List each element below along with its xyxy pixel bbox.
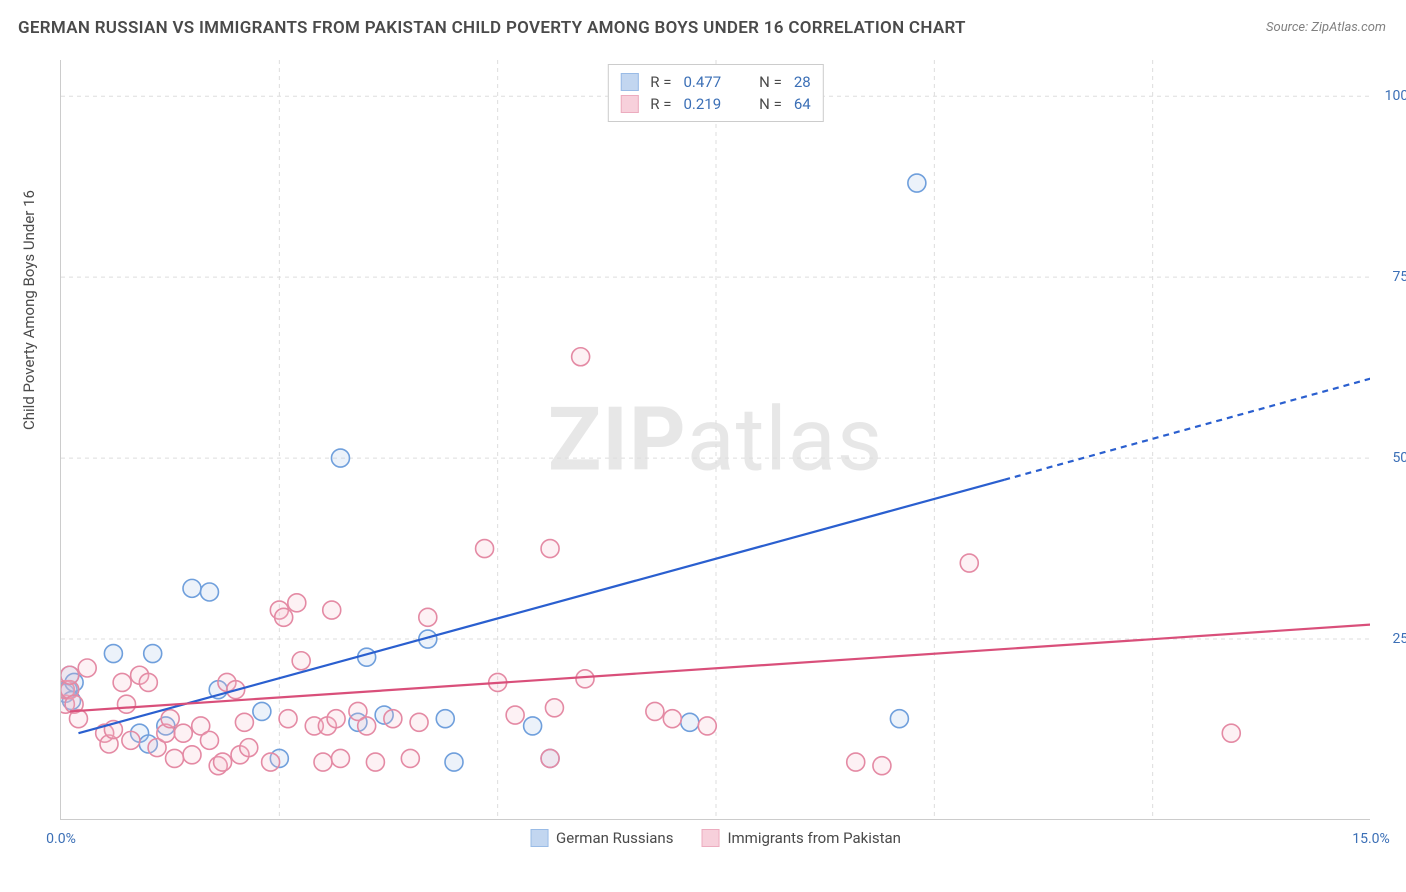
x-tick-label: 0.0% — [46, 831, 76, 847]
x-tick-label: 15.0% — [1352, 831, 1390, 847]
y-tick-label: 75.0% — [1375, 269, 1406, 285]
trend-layer — [61, 60, 1370, 819]
y-axis-label: Child Poverty Among Boys Under 16 — [20, 190, 38, 430]
chart-title: GERMAN RUSSIAN VS IMMIGRANTS FROM PAKIST… — [18, 18, 966, 38]
correlation-stats-legend: R = 0.477 N = 28 R = 0.219 N = 64 — [607, 64, 823, 122]
legend-swatch-icon — [620, 73, 638, 91]
stats-row-immigrants_pakistan: R = 0.219 N = 64 — [620, 93, 810, 115]
legend-item-german_russians: German Russians — [530, 829, 673, 847]
y-tick-label: 100.0% — [1375, 88, 1406, 104]
legend-swatch-icon — [530, 829, 548, 847]
stats-row-german_russians: R = 0.477 N = 28 — [620, 71, 810, 93]
legend-swatch-icon — [701, 829, 719, 847]
legend-swatch-icon — [620, 95, 638, 113]
trendline-immigrants_pakistan — [70, 625, 1370, 712]
y-tick-label: 50.0% — [1375, 450, 1406, 466]
plot-area: ZIPatlas R = 0.477 N = 28 R = 0.219 N = … — [60, 60, 1370, 820]
y-tick-label: 25.0% — [1375, 631, 1406, 647]
trendline-german_russians-extrapolated — [1004, 378, 1370, 479]
legend-item-immigrants_pakistan: Immigrants from Pakistan — [701, 829, 901, 847]
trendline-german_russians — [78, 480, 1004, 733]
series-legend: German Russians Immigrants from Pakistan — [530, 829, 901, 847]
source-attribution: Source: ZipAtlas.com — [1266, 20, 1386, 35]
